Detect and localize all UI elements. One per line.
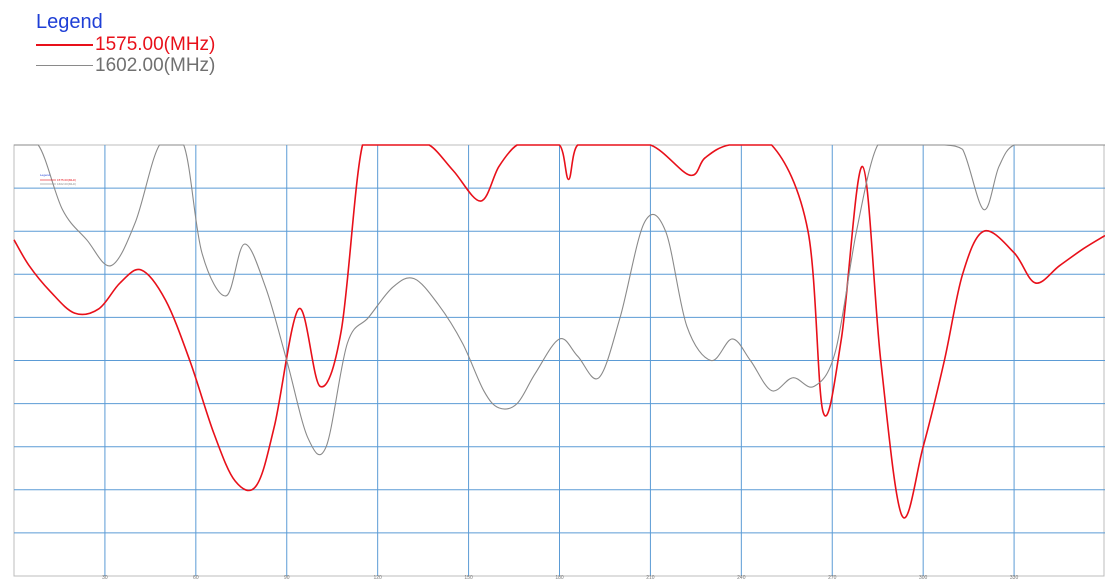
legend-entry-1602: 1602.00(MHz) xyxy=(36,55,215,76)
legend-label-1575: 1575.00(MHz) xyxy=(95,34,216,55)
chart-legend: Legend 1575.00(MHz) 1602.00(MHz) xyxy=(36,10,215,76)
x-tick-label: 90 xyxy=(284,575,290,580)
legend-label-1602: 1602.00(MHz) xyxy=(95,55,216,76)
x-tick-label: 240 xyxy=(737,575,746,580)
legend-entry-1575: 1575.00(MHz) xyxy=(36,34,215,55)
x-tick-label: 30 xyxy=(102,575,108,580)
mini-legend-title: Legend xyxy=(40,173,50,177)
x-tick-label: 300 xyxy=(919,575,928,580)
series-line-1602 xyxy=(14,144,1105,456)
x-tick-label: 180 xyxy=(555,575,564,580)
series-line-1575 xyxy=(13,144,1105,519)
legend-swatch-1602 xyxy=(36,65,93,66)
x-tick-label: 270 xyxy=(828,575,837,580)
x-tick-label: 150 xyxy=(464,575,473,580)
x-tick-label: 330 xyxy=(1010,575,1019,580)
x-tick-label: 210 xyxy=(646,575,655,580)
mini-legend-label: 1575.00(MHz) xyxy=(57,178,76,182)
mini-legend-label: 1602.00(MHz) xyxy=(57,182,76,186)
x-tick-label: 120 xyxy=(373,575,382,580)
x-tick-label: 60 xyxy=(193,575,199,580)
legend-swatch-1575 xyxy=(36,43,93,46)
legend-title: Legend xyxy=(36,11,103,33)
